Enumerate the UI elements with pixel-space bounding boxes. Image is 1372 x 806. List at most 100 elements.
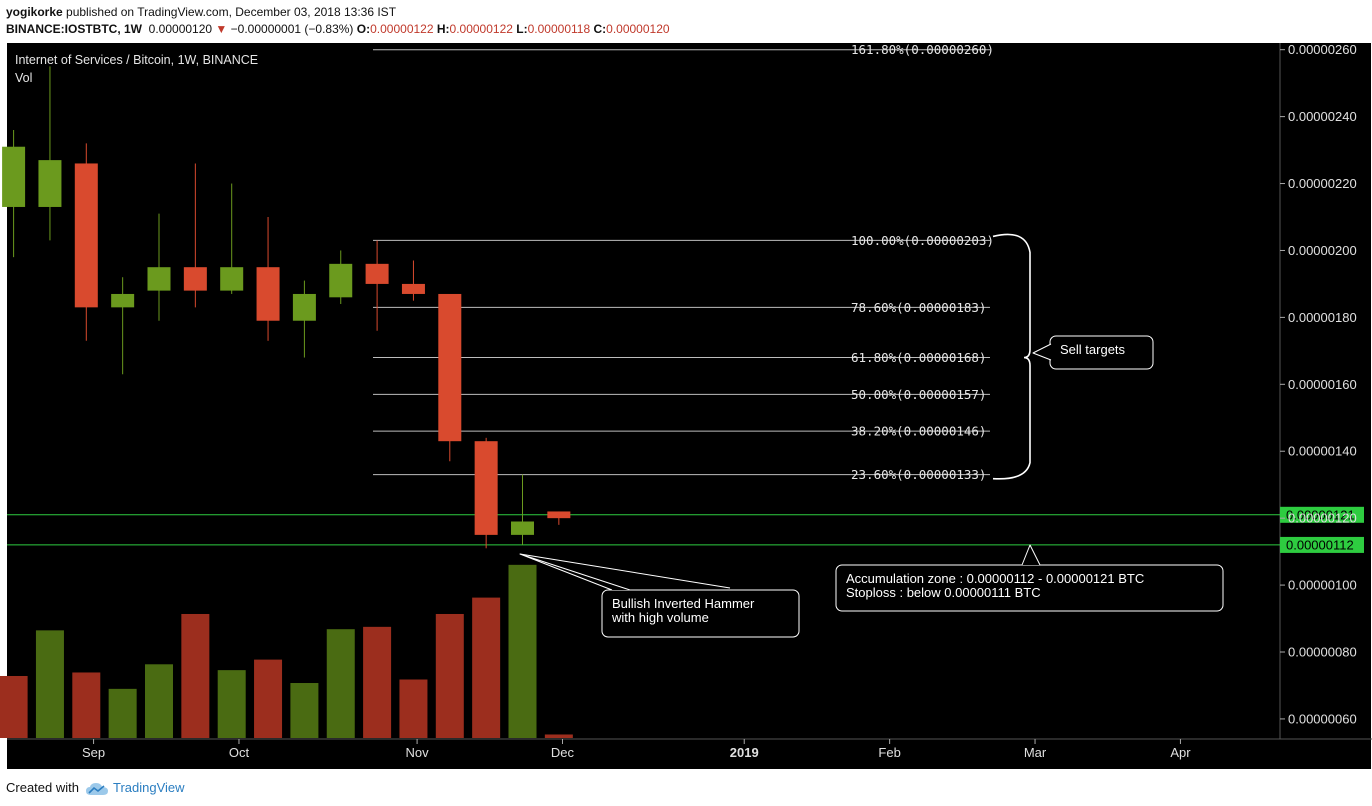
candle-body bbox=[401, 283, 425, 294]
high-label: H: bbox=[436, 22, 450, 36]
fib-level-label: 100.00%(0.00000203) bbox=[851, 233, 994, 248]
volume-bar bbox=[72, 672, 101, 738]
publish-info: published on TradingView.com, December 0… bbox=[62, 5, 397, 19]
price-tick-label: 0.00000160 bbox=[1288, 377, 1357, 392]
volume-legend: Vol bbox=[15, 71, 32, 85]
candle-body bbox=[147, 267, 171, 291]
chart-title: Internet of Services / Bitcoin, 1W, BINA… bbox=[15, 53, 258, 67]
volume-bar bbox=[544, 734, 573, 738]
volume-bar bbox=[35, 630, 64, 738]
volume-bar bbox=[0, 675, 28, 738]
volume-bar bbox=[508, 564, 537, 738]
candle-body bbox=[474, 441, 498, 535]
candlestick-chart[interactable]: 161.80%(0.00000260) 100.00%(0.00000203) 78… bbox=[0, 42, 1372, 770]
price-tick-label: 0.00000120 bbox=[1288, 511, 1357, 526]
price-change: −0.00000001 (−0.83%) bbox=[230, 22, 354, 36]
callout-text: Sell targets bbox=[1060, 342, 1126, 357]
callout-pointer bbox=[1032, 343, 1052, 361]
time-tick-label: Dec bbox=[551, 745, 575, 760]
fib-level-label: 61.80%(0.00000168) bbox=[851, 350, 986, 365]
price-tick-label: 0.00000100 bbox=[1288, 578, 1357, 593]
sell-targets-brace bbox=[992, 233, 1031, 480]
callout-text: Bullish Inverted Hammer bbox=[612, 596, 755, 611]
candle-body bbox=[220, 267, 244, 291]
open-label: O: bbox=[356, 22, 371, 36]
callout-pointer bbox=[1021, 544, 1041, 566]
hammer-pointer-line bbox=[519, 553, 731, 589]
close-label: C: bbox=[593, 22, 607, 36]
fib-level-label: 50.00%(0.00000157) bbox=[851, 387, 986, 402]
time-tick-label: 2019 bbox=[730, 745, 759, 760]
fib-level-label: 78.60%(0.00000183) bbox=[851, 300, 986, 315]
candle-body bbox=[511, 521, 534, 535]
chart-header: yogikorke published on TradingView.com, … bbox=[6, 4, 670, 38]
callout-text: Stoploss : below 0.00000111 BTC bbox=[846, 585, 1041, 600]
time-tick-label: Oct bbox=[229, 745, 250, 760]
low-value: 0.00000118 bbox=[527, 22, 591, 36]
volume-bar bbox=[326, 629, 355, 738]
price-tick-label: 0.00000180 bbox=[1288, 310, 1357, 325]
callout-box bbox=[601, 589, 800, 638]
volume-bar bbox=[363, 626, 392, 738]
price-axis-background bbox=[1280, 43, 1371, 739]
sell-targets-callout: Sell targets bbox=[1032, 335, 1154, 370]
down-arrow-icon: ▼ bbox=[215, 22, 228, 36]
price-tick-label: 0.00000240 bbox=[1288, 109, 1357, 124]
fib-level-label: 38.20%(0.00000146) bbox=[851, 424, 986, 439]
symbol-label: BINANCE:IOSTBTC, 1W bbox=[6, 22, 142, 36]
time-tick-label: Apr bbox=[1170, 745, 1191, 760]
candle-body bbox=[38, 160, 62, 207]
time-tick-label: Sep bbox=[82, 745, 105, 760]
volume-bar bbox=[290, 683, 319, 738]
volume-bar bbox=[435, 613, 464, 738]
candle-body bbox=[2, 146, 26, 207]
low-label: L: bbox=[516, 22, 528, 36]
support-price-label: 0.00000112 bbox=[1286, 537, 1354, 552]
price-tick-label: 0.00000140 bbox=[1288, 444, 1357, 459]
tradingview-cloud-icon bbox=[85, 782, 108, 795]
footer: Created with TradingView bbox=[6, 780, 185, 796]
fib-level-label: 161.80%(0.00000260) bbox=[851, 42, 994, 57]
volume-bar bbox=[181, 613, 210, 738]
volume-bar bbox=[254, 659, 283, 738]
price-tick-label: 0.00000200 bbox=[1288, 243, 1357, 258]
candle-body bbox=[365, 263, 389, 284]
volume-bar bbox=[217, 670, 246, 738]
high-value: 0.00000122 bbox=[449, 22, 513, 36]
callout-text: Accumulation zone : 0.00000112 - 0.00000… bbox=[846, 571, 1144, 586]
close-value: 0.00000120 bbox=[606, 22, 670, 36]
volume-bar bbox=[472, 597, 501, 738]
candle-body bbox=[547, 511, 571, 519]
time-tick-label: Mar bbox=[1024, 745, 1047, 760]
time-axis-background bbox=[7, 739, 1371, 769]
volume-bar bbox=[145, 664, 173, 738]
volume-bar bbox=[108, 688, 137, 738]
chart-area[interactable]: 161.80%(0.00000260) 100.00%(0.00000203) 78… bbox=[0, 42, 1372, 770]
candle-body bbox=[256, 267, 280, 321]
open-value: 0.00000122 bbox=[370, 22, 434, 36]
candle-body bbox=[329, 263, 353, 298]
fib-level-label: 23.60%(0.00000133) bbox=[851, 467, 986, 482]
last-price: 0.00000120 bbox=[148, 22, 213, 36]
price-tick-label: 0.00000260 bbox=[1288, 42, 1357, 57]
tradingview-brand-link[interactable]: TradingView bbox=[112, 780, 185, 795]
ohlc-line: BINANCE:IOSTBTC, 1W 0.00000120 ▼ −0.0000… bbox=[6, 21, 670, 38]
candle-body bbox=[74, 163, 98, 308]
support-price-label: 0.00000121 bbox=[1286, 507, 1355, 522]
publish-line: yogikorke published on TradingView.com, … bbox=[6, 4, 670, 21]
candle-body bbox=[183, 267, 207, 291]
time-tick-label: Nov bbox=[406, 745, 430, 760]
created-with-label: Created with bbox=[6, 780, 79, 795]
time-tick-label: Feb bbox=[878, 745, 900, 760]
volume-bar bbox=[399, 679, 428, 738]
candle-body bbox=[111, 293, 135, 308]
support-price-badge bbox=[1280, 536, 1364, 553]
accumulation-zone-callout: Accumulation zone : 0.00000112 - 0.00000… bbox=[835, 544, 1224, 612]
candle-body bbox=[292, 293, 316, 321]
callout-pointer bbox=[519, 553, 631, 591]
price-tick-label: 0.00000080 bbox=[1288, 645, 1357, 660]
author-name[interactable]: yogikorke bbox=[6, 5, 63, 19]
price-tick-label: 0.00000220 bbox=[1288, 176, 1357, 191]
price-tick-label: 0.00000060 bbox=[1288, 711, 1357, 726]
